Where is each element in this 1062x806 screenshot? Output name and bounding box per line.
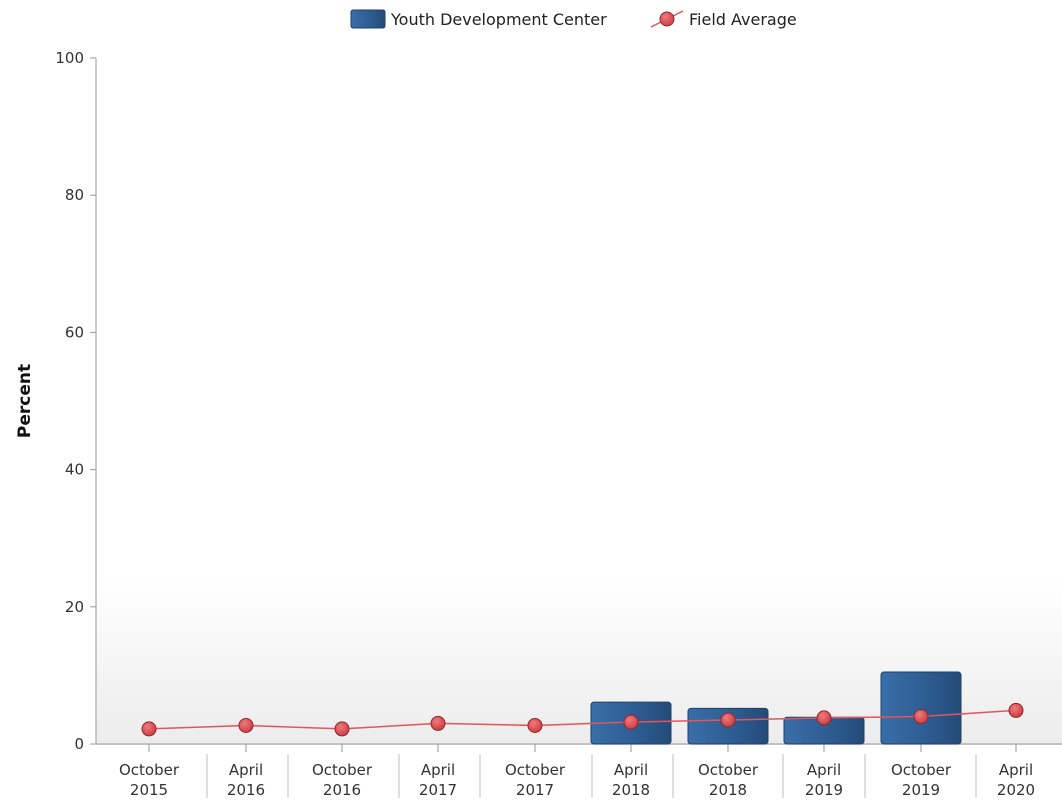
- legend-swatch-youth-development-center: [350, 9, 386, 29]
- x-tick-label: October 2017: [505, 761, 566, 799]
- x-tick-label: April 2018: [612, 761, 650, 799]
- x-tick-label: April 2019: [805, 761, 843, 799]
- x-tick-label: October 2019: [891, 761, 952, 799]
- y-tick-label: 80: [65, 186, 84, 204]
- y-tick-label: 100: [55, 49, 84, 67]
- legend-label-youth-development-center: Youth Development Center: [390, 10, 607, 29]
- legend-swatch-marker-field-average: [659, 11, 675, 27]
- x-tick-label: October 2018: [698, 761, 759, 799]
- point-field-average: [623, 714, 639, 730]
- y-tick-label: 20: [65, 598, 84, 616]
- legend: Youth Development Center Field Average: [350, 9, 797, 29]
- point-field-average: [1008, 702, 1024, 718]
- x-tick-label: April 2016: [227, 761, 265, 799]
- line-field-average: [148, 709, 1017, 730]
- axes-layer: [90, 57, 1062, 798]
- point-field-average: [527, 717, 543, 733]
- y-tick-label: 60: [65, 323, 84, 341]
- point-field-average: [334, 721, 350, 737]
- point-field-average: [141, 721, 157, 737]
- point-field-average: [816, 710, 832, 726]
- text-layer: 0 20 40 60 80 100 October 2015 April 2016 October 2…: [15, 49, 1035, 799]
- y-tick-label: 40: [65, 461, 84, 479]
- y-tick-label: 0: [74, 735, 84, 753]
- line-layer: [141, 702, 1024, 737]
- y-axis-title: Percent: [15, 364, 35, 438]
- x-tick-label: October 2016: [312, 761, 373, 799]
- bar-youth-development-center: [880, 671, 962, 745]
- x-tick-label: April 2020: [997, 761, 1035, 799]
- x-tick-label: April 2017: [419, 761, 457, 799]
- point-field-average: [238, 717, 254, 733]
- point-field-average: [720, 712, 736, 728]
- point-field-average: [430, 715, 446, 731]
- x-tick-label: October 2015: [119, 761, 180, 799]
- legend-label-field-average: Field Average: [689, 10, 797, 29]
- point-field-average: [913, 709, 929, 725]
